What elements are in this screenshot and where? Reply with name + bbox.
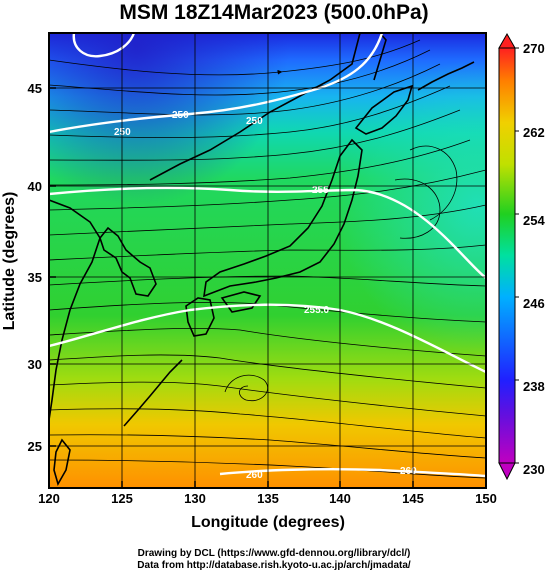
map-plot-area: 250 250 250 255 255.0 260 260 [49,33,486,488]
contour-upper [49,33,384,134]
y-tick-label: 35 [28,270,42,285]
x-tick-label: 140 [329,491,351,506]
y-tick-label: 25 [28,439,42,454]
y-tick-labels: 25 30 35 40 45 [28,81,42,454]
contour-south [219,468,486,478]
china-coast [49,199,101,421]
temperature-contours [49,33,486,478]
contour-labels: 250 250 250 255 255.0 260 260 [114,110,417,481]
x-tick-label: 145 [402,491,424,506]
x-axis-title: Longitude (degrees) [191,514,345,531]
colorbar-label: 262 [523,125,545,140]
colorbar-label: 270 [523,41,545,56]
grid-lines [49,33,486,488]
x-tick-label: 150 [475,491,497,506]
colorbar-label: 254 [523,213,545,228]
chart-title: MSM 18Z14Mar2023 (500.0hPa) [119,1,429,24]
colorbar-label: 246 [523,296,545,311]
japan-kyushu [185,297,215,337]
x-tick-labels: 120 125 130 135 140 145 150 [38,491,497,506]
x-tick-label: 130 [184,491,206,506]
colorbar-min-arrow [498,462,516,481]
y-tick-marks [49,87,56,447]
contour-label: 255 [312,185,329,196]
y-tick-label: 40 [28,179,42,194]
colorbar: 230 238 246 254 262 270 [498,32,545,481]
x-tick-label: 120 [38,491,60,506]
credit-drawing: Drawing by DCL (https://www.gfd-dennou.o… [137,548,411,559]
y-axis-title: Latitude (degrees) [1,192,18,331]
contour-cold-loop [72,33,136,58]
ryukyu-islands [123,359,183,427]
contour-label: 250 [172,110,189,121]
contour-label: 260 [246,470,263,481]
colorbar-label: 230 [523,462,545,477]
korea-coast [99,226,157,297]
y-tick-label: 45 [28,81,42,96]
taiwan [53,438,71,487]
kuril-islands [417,61,475,91]
y-tick-label: 30 [28,357,42,372]
colorbar-max-arrow [498,32,516,49]
x-tick-label: 125 [111,491,133,506]
colorbar-body [498,47,516,464]
japan-shikoku [220,291,262,313]
contour-label: 260 [400,466,417,477]
credit-data-source: Data from http://database.rish.kyoto-u.a… [137,560,411,571]
japan-honshu [203,138,363,298]
contour-label: 250 [114,127,131,138]
contour-mid [49,186,486,279]
colorbar-label: 238 [523,379,545,394]
japan-hokkaido [354,84,414,135]
contour-lower [49,303,486,374]
sakhalin [373,33,387,81]
x-tick-label: 135 [257,491,279,506]
x-tick-marks [48,481,487,488]
contour-label: 255.0 [304,305,329,316]
contour-label: 250 [246,116,263,127]
